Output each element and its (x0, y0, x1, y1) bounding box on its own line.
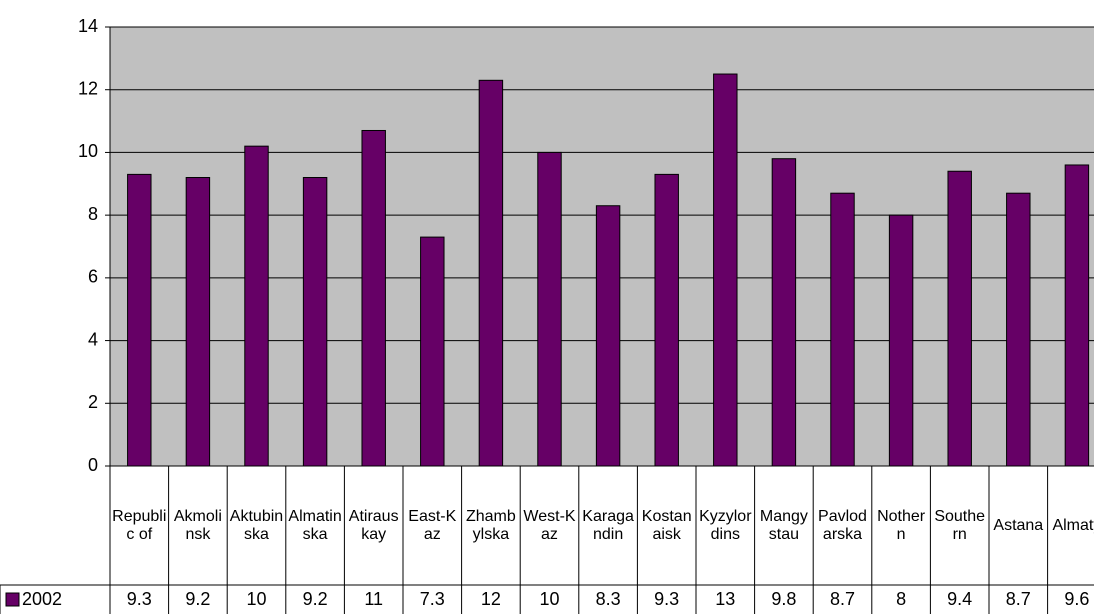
value-label: 9.2 (185, 589, 210, 609)
value-label: 13 (715, 589, 735, 609)
bar (1006, 192, 1031, 467)
value-label: 9.4 (947, 589, 972, 609)
x-tick-cell: Aktubinska (229, 507, 284, 543)
x-tick-cell: Kostanaisk (641, 507, 692, 543)
bar (1064, 164, 1090, 467)
bar (947, 170, 972, 467)
x-tick-cell: Karagandin (582, 507, 634, 543)
x-tick-label: Atirauskay (348, 507, 399, 543)
value-label: 7.3 (420, 589, 445, 609)
y-tick-label: 6 (88, 267, 98, 287)
value-label: 9.3 (127, 589, 152, 609)
bar (771, 158, 797, 467)
x-tick-cell: Atirauskay (348, 507, 399, 543)
value-label: 9.3 (654, 589, 679, 609)
bar (888, 214, 914, 467)
x-tick-cell: Republic of (112, 507, 167, 543)
bar (302, 177, 328, 467)
value-label: 10 (246, 589, 266, 609)
bar (654, 173, 679, 467)
value-label: 8.7 (1006, 589, 1031, 609)
x-tick-label: West-Kaz (523, 507, 576, 543)
x-tick-label: Nothern (877, 507, 926, 543)
x-tick-cell: Kyzylordins (699, 507, 752, 543)
x-tick-label: Southern (934, 507, 986, 543)
x-tick-label: Almaty (1052, 516, 1094, 534)
x-tick-label: Almatinska (288, 507, 342, 543)
x-tick-label: Astana (993, 516, 1044, 534)
value-label: 9.2 (303, 589, 328, 609)
bar (420, 236, 445, 467)
x-tick-label: Zhambylska (465, 507, 516, 543)
value-label: 10 (539, 589, 559, 609)
x-tick-cell: Zhambylska (465, 507, 516, 543)
x-tick-cell: Southern (934, 507, 986, 543)
x-tick-label: Kyzylordins (699, 507, 752, 543)
y-tick-label: 14 (78, 16, 98, 36)
y-tick-label: 0 (88, 455, 98, 475)
y-tick-label: 10 (78, 141, 98, 161)
x-tick-cell: West-Kaz (523, 507, 576, 543)
x-tick-cell: Pavlodarska (818, 507, 867, 543)
x-tick-cell: East-Kaz (408, 507, 457, 543)
y-tick-label: 12 (78, 78, 98, 98)
x-tick-cell: Astana (993, 516, 1044, 534)
bar (537, 151, 562, 467)
value-label: 9.8 (771, 589, 796, 609)
bar (185, 177, 211, 467)
bar (713, 73, 738, 467)
y-tick-label: 8 (88, 204, 98, 224)
bar (127, 173, 152, 467)
value-label: 8 (896, 589, 906, 609)
bar (244, 145, 269, 467)
x-tick-cell: Almaty (1052, 516, 1094, 534)
y-tick-label: 4 (88, 329, 98, 349)
x-tick-label: Kostanaisk (641, 507, 692, 543)
value-label: 12 (481, 589, 501, 609)
legend-swatch (5, 592, 20, 607)
bar (830, 192, 855, 467)
y-tick-label: 2 (88, 392, 98, 412)
value-label: 11 (364, 589, 383, 609)
bar (361, 129, 386, 467)
x-tick-label: Mangystau (759, 507, 808, 543)
x-tick-label: Karagandin (582, 507, 634, 543)
value-label: 8.7 (830, 589, 855, 609)
x-tick-cell: Nothern (877, 507, 926, 543)
x-tick-label: Republic of (112, 507, 167, 543)
x-tick-label: Pavlodarska (818, 507, 867, 543)
x-tick-cell: Akmolinsk (173, 507, 222, 543)
x-tick-cell: Almatinska (288, 507, 342, 543)
x-tick-label: Akmolinsk (173, 507, 222, 543)
x-tick-cell: Mangystau (759, 507, 808, 543)
x-tick-label: Aktubinska (229, 507, 284, 543)
bar (595, 205, 621, 467)
x-tick-label: East-Kaz (408, 507, 457, 543)
legend-label: 2002 (22, 589, 62, 609)
bar (478, 79, 504, 467)
value-label: 9.6 (1064, 589, 1089, 609)
value-label: 8.3 (596, 589, 621, 609)
